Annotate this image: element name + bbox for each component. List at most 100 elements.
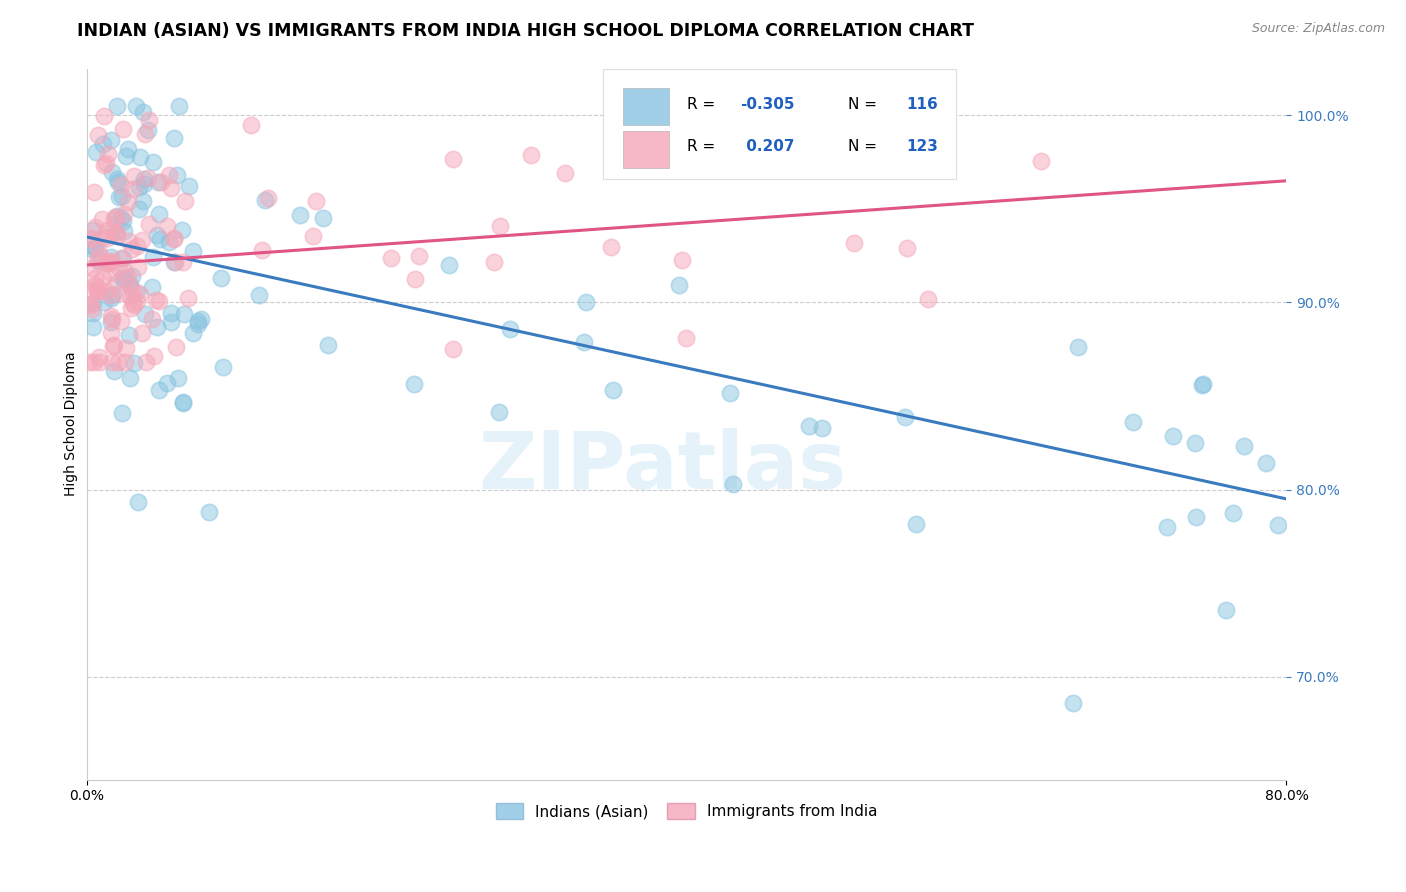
Point	[117, 270, 139, 285]
Point	[80, 232, 103, 246]
FancyBboxPatch shape	[623, 88, 668, 126]
Point	[93, 158, 115, 172]
Point	[1233, 439, 1256, 453]
Point	[170, 222, 193, 236]
Point	[114, 272, 136, 286]
Point	[256, 191, 278, 205]
Point	[1184, 509, 1206, 524]
Point	[917, 292, 939, 306]
Text: 0.207: 0.207	[741, 139, 794, 154]
Point	[117, 194, 139, 209]
Point	[181, 244, 204, 259]
Point	[174, 194, 197, 208]
Point	[599, 240, 621, 254]
Point	[148, 293, 170, 308]
Point	[94, 155, 117, 169]
Point	[100, 291, 122, 305]
Point	[489, 219, 512, 233]
Point	[177, 292, 200, 306]
Point	[100, 253, 122, 268]
Point	[86, 283, 108, 297]
Point	[172, 254, 194, 268]
Point	[723, 477, 745, 491]
Point	[122, 298, 145, 312]
Point	[93, 109, 115, 123]
FancyBboxPatch shape	[603, 69, 956, 178]
Point	[131, 233, 153, 247]
Point	[198, 505, 221, 519]
Point	[132, 105, 155, 120]
Point	[172, 396, 194, 410]
Point	[148, 175, 170, 189]
Point	[142, 155, 165, 169]
Point	[110, 313, 132, 327]
Point	[404, 271, 426, 285]
Point	[101, 355, 124, 369]
Point	[103, 339, 125, 353]
Point	[86, 242, 108, 256]
Point	[118, 279, 141, 293]
Point	[105, 171, 128, 186]
Text: INDIAN (ASIAN) VS IMMIGRANTS FROM INDIA HIGH SCHOOL DIPLOMA CORRELATION CHART: INDIAN (ASIAN) VS IMMIGRANTS FROM INDIA …	[77, 22, 974, 40]
Point	[142, 250, 165, 264]
Point	[163, 254, 186, 268]
Point	[82, 260, 104, 275]
Point	[844, 235, 866, 250]
Point	[554, 166, 576, 180]
Point	[810, 421, 832, 435]
Point	[97, 146, 120, 161]
Point	[135, 355, 157, 369]
Point	[572, 334, 595, 349]
Point	[110, 211, 132, 225]
Point	[166, 168, 188, 182]
Point	[83, 242, 105, 256]
Point	[80, 284, 103, 298]
Point	[112, 207, 135, 221]
Point	[250, 243, 273, 257]
Point	[121, 243, 143, 257]
Point	[97, 256, 120, 270]
Point	[107, 190, 129, 204]
Point	[146, 319, 169, 334]
Point	[96, 256, 118, 270]
Point	[120, 371, 142, 385]
Point	[160, 306, 183, 320]
Point	[104, 210, 127, 224]
Point	[1156, 520, 1178, 534]
Point	[114, 265, 136, 279]
Point	[167, 99, 190, 113]
Point	[96, 231, 118, 245]
Point	[675, 331, 697, 345]
Point	[380, 252, 402, 266]
Point	[163, 232, 186, 246]
Point	[181, 326, 204, 340]
Point	[156, 219, 179, 234]
Point	[118, 328, 141, 343]
Point	[167, 371, 190, 385]
Point	[84, 219, 107, 234]
Point	[187, 314, 209, 328]
Point	[211, 359, 233, 374]
Point	[136, 123, 159, 137]
Point	[105, 209, 128, 223]
Point	[114, 355, 136, 369]
Point	[1267, 517, 1289, 532]
Point	[253, 193, 276, 207]
Point	[122, 169, 145, 183]
Point	[84, 145, 107, 159]
Point	[179, 178, 201, 193]
Y-axis label: High School Diploma: High School Diploma	[65, 351, 79, 496]
Point	[89, 254, 111, 268]
Point	[107, 175, 129, 189]
Point	[101, 286, 124, 301]
Point	[100, 326, 122, 341]
Point	[904, 516, 927, 531]
Point	[84, 278, 107, 293]
Point	[441, 153, 464, 167]
Point	[602, 383, 624, 397]
Text: N =: N =	[848, 139, 883, 154]
Point	[117, 142, 139, 156]
Point	[100, 165, 122, 179]
Point	[1215, 603, 1237, 617]
Point	[104, 277, 127, 291]
